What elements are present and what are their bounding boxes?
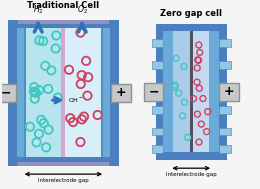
Text: Zero gap cell: Zero gap cell [160,9,222,18]
Bar [219,128,231,136]
Bar [173,31,190,152]
Bar [101,29,103,157]
Bar [219,83,239,101]
Bar [144,83,164,101]
Text: $H_2$: $H_2$ [33,3,43,16]
Bar [219,106,231,114]
Text: +: + [115,86,126,99]
Bar [219,61,231,69]
Bar [17,29,26,157]
Bar [8,19,119,166]
Bar [164,31,219,152]
Bar [152,83,164,91]
Text: Interelectrode gap: Interelectrode gap [166,172,217,177]
Bar [152,106,164,114]
Bar [219,39,231,47]
Bar [0,84,16,102]
Bar [152,39,164,47]
Bar [209,31,219,152]
Bar [219,145,231,153]
Bar [18,162,109,166]
Bar [190,31,193,152]
Bar [164,31,173,152]
Text: OH$^-$: OH$^-$ [68,96,84,104]
Bar [61,29,65,157]
Bar [152,145,164,153]
Bar [152,61,164,69]
Text: −: − [1,86,11,99]
Bar [193,31,209,152]
Text: $O_2$: $O_2$ [77,3,88,16]
Bar [111,84,131,102]
Bar [24,29,26,157]
Bar [26,29,63,157]
Bar [63,29,101,157]
Text: Traditional Cell: Traditional Cell [27,1,99,10]
Bar [152,128,164,136]
Bar [155,23,227,160]
Bar [219,83,231,91]
Bar [101,29,110,157]
Bar [18,19,109,23]
Text: +: + [224,85,234,98]
Text: −: − [148,85,159,98]
Text: Interelectrode gap: Interelectrode gap [38,178,89,183]
